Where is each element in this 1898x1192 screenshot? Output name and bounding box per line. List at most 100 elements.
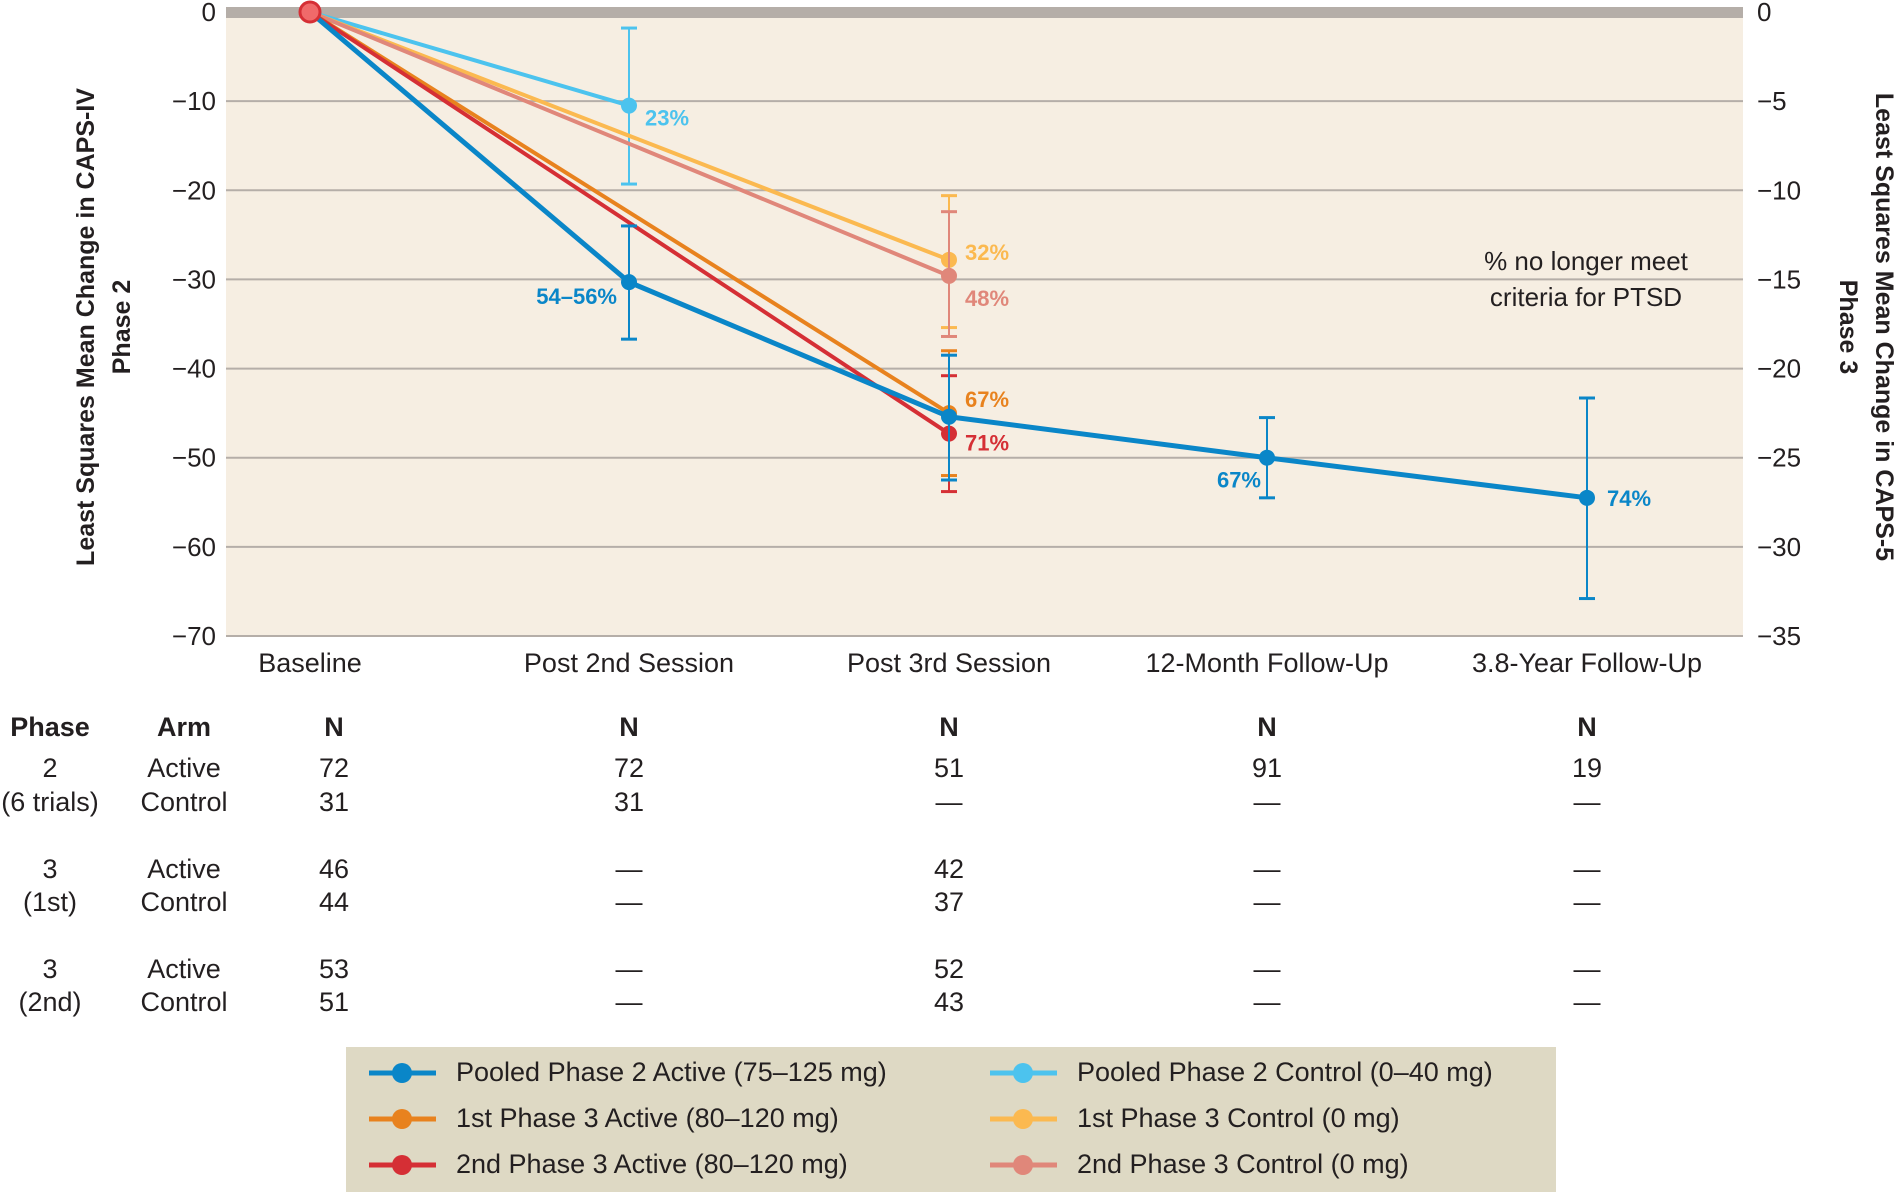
series-line [309, 10, 950, 278]
line-chart: 0 0 −10 −5 −20 −10 −30 −15 −40 −20 −50 −25 −60 −30 −70… [72, 0, 1898, 678]
legend-label: 1st Phase 3 Control (0 mg) [1077, 1103, 1400, 1133]
left-tick-label: −20 [172, 175, 216, 205]
percent-label: 74% [1607, 486, 1651, 511]
right-tick-label: −35 [1757, 621, 1801, 651]
table-cell: 44 [318, 887, 350, 917]
data-point [1259, 449, 1275, 466]
table-cell: — [615, 987, 643, 1017]
legend-item: 2nd Phase 3 Active (80–120 mg) [369, 1149, 848, 1180]
right-axis-subtitle: Phase 3 [1834, 280, 1862, 375]
legend-label: Pooled Phase 2 Control (0–40 mg) [1077, 1057, 1493, 1087]
legend-label: 2nd Phase 3 Control (0 mg) [1077, 1149, 1409, 1179]
table-cell: 31 [318, 787, 350, 817]
table-cell: — [1253, 987, 1281, 1017]
table-cell: 3 [42, 954, 58, 984]
table-cell: — [1573, 987, 1601, 1017]
data-point [941, 267, 957, 284]
right-tick-label: −30 [1757, 532, 1801, 562]
table-cell: (2nd) [18, 987, 82, 1017]
category-label: 3.8-Year Follow-Up [1472, 648, 1702, 678]
data-point [1579, 489, 1595, 506]
right-tick-label: −20 [1757, 354, 1801, 384]
table-cell: Active [147, 753, 221, 783]
annotation-line-1: % no longer meet [1484, 246, 1689, 276]
table-cell: 53 [318, 954, 350, 984]
baseline-point [298, 0, 322, 24]
series-line [309, 10, 950, 262]
legend-item: Pooled Phase 2 Control (0–40 mg) [990, 1057, 1493, 1088]
left-tick-label: −60 [172, 532, 216, 562]
series-2: 48% [309, 10, 1009, 338]
legend-label: 1st Phase 3 Active (80–120 mg) [456, 1103, 839, 1133]
table-cell: 72 [613, 753, 645, 783]
table-cell: Active [147, 854, 221, 884]
table-header: Arm [156, 712, 212, 742]
percent-label: 67% [1217, 468, 1261, 493]
right-tick-label: 0 [1757, 0, 1771, 27]
table-cell: 52 [933, 954, 965, 984]
table-header: N [1257, 712, 1277, 742]
table-cell: — [615, 954, 643, 984]
percent-label: 71% [965, 431, 1009, 456]
table-cell: — [615, 887, 643, 917]
legend-marker-icon [369, 1108, 436, 1129]
table-cell: 43 [933, 987, 965, 1017]
table-cell: — [1253, 854, 1281, 884]
table-cell: — [1573, 854, 1601, 884]
right-tick-label: −5 [1757, 86, 1787, 116]
left-axis-subtitle: Phase 2 [108, 280, 136, 375]
annotation-line-2: criteria for PTSD [1490, 282, 1682, 312]
table-cell: — [1253, 787, 1281, 817]
percent-label: 23% [645, 106, 689, 131]
left-tick-label: 0 [202, 0, 216, 27]
zero-line [226, 7, 1743, 18]
percent-label: 54–56% [536, 284, 617, 309]
legend-item: Pooled Phase 2 Active (75–125 mg) [369, 1057, 887, 1088]
legend-label: Pooled Phase 2 Active (75–125 mg) [456, 1057, 887, 1087]
table-cell: 42 [933, 854, 965, 884]
table-cell: Control [140, 987, 228, 1017]
table-cell: — [1573, 787, 1601, 817]
table-cell: Control [140, 887, 228, 917]
left-tick-label: −40 [172, 354, 216, 384]
left-tick-label: −70 [172, 621, 216, 651]
legend-marker-icon [990, 1154, 1057, 1175]
data-point [941, 408, 957, 425]
right-axis-title: Least Squares Mean Change in CAPS-5 [1870, 93, 1898, 561]
right-tick-label: −25 [1757, 443, 1801, 473]
percent-label: 48% [965, 286, 1009, 311]
legend-marker-icon [369, 1062, 436, 1083]
series-line [308, 10, 951, 436]
table-cell: — [1253, 887, 1281, 917]
legend-marker-icon [369, 1154, 436, 1175]
table-cell: 3 [42, 854, 58, 884]
table-cell: — [1573, 887, 1601, 917]
legend-label: 2nd Phase 3 Active (80–120 mg) [456, 1149, 848, 1179]
table-cell: 19 [1571, 753, 1603, 783]
table-cell: — [935, 787, 963, 817]
table-header: Phase [10, 712, 90, 742]
table-cell: Active [147, 954, 221, 984]
legend-item: 1st Phase 3 Active (80–120 mg) [369, 1103, 839, 1134]
data-point [621, 97, 637, 114]
percent-label: 32% [965, 240, 1009, 265]
table-header: N [324, 712, 344, 742]
legend: Pooled Phase 2 Active (75–125 mg) Pooled … [346, 1047, 1556, 1192]
table-cell: — [1253, 954, 1281, 984]
legend-marker-icon [990, 1062, 1057, 1083]
series-line [308, 10, 951, 415]
category-label: Post 2nd Session [524, 648, 734, 678]
table-cell: 46 [318, 854, 350, 884]
table-cell: 51 [933, 753, 965, 783]
data-point [621, 274, 637, 291]
table-cell: (1st) [23, 887, 77, 917]
right-tick-label: −15 [1757, 264, 1801, 294]
series-0: 23% [309, 10, 689, 186]
table-cell: 72 [318, 753, 350, 783]
table-cell: 37 [933, 887, 965, 917]
series-5: 54–56% 67% 74% [308, 10, 1651, 601]
table-header: N [619, 712, 639, 742]
series-line [309, 10, 630, 108]
legend-marker-icon [990, 1108, 1057, 1129]
percent-label: 67% [965, 387, 1009, 412]
